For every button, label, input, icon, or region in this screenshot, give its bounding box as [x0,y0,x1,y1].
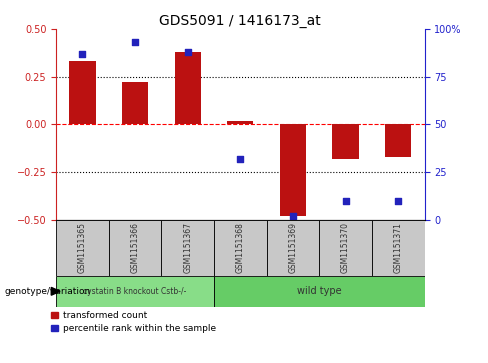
Text: GSM1151367: GSM1151367 [183,222,192,273]
Point [79,51,86,57]
FancyBboxPatch shape [109,220,162,276]
Text: GSM1151368: GSM1151368 [236,222,245,273]
FancyBboxPatch shape [162,220,214,276]
Legend: transformed count, percentile rank within the sample: transformed count, percentile rank withi… [51,311,216,333]
FancyBboxPatch shape [214,220,266,276]
FancyBboxPatch shape [214,276,425,307]
FancyBboxPatch shape [319,220,372,276]
Point [289,213,297,219]
Text: genotype/variation: genotype/variation [5,287,91,296]
Point [394,197,402,203]
Text: GSM1151369: GSM1151369 [288,222,298,273]
FancyBboxPatch shape [372,220,425,276]
Text: GSM1151366: GSM1151366 [131,222,140,273]
Point [237,156,244,162]
Text: GSM1151370: GSM1151370 [341,222,350,273]
Text: cystatin B knockout Cstb-/-: cystatin B knockout Cstb-/- [83,287,187,296]
FancyBboxPatch shape [266,220,319,276]
Point [184,49,192,55]
Bar [175,52,201,124]
Text: wild type: wild type [297,286,342,296]
Bar [69,61,96,124]
Bar [122,82,148,124]
Text: GSM1151365: GSM1151365 [78,222,87,273]
Point [131,40,139,45]
FancyBboxPatch shape [56,276,214,307]
Bar [227,121,253,124]
FancyBboxPatch shape [56,220,109,276]
Bar [385,124,411,157]
Text: GSM1151371: GSM1151371 [394,222,403,273]
Bar [332,124,359,159]
Point [342,197,349,203]
Title: GDS5091 / 1416173_at: GDS5091 / 1416173_at [160,14,321,28]
Bar [280,124,306,216]
